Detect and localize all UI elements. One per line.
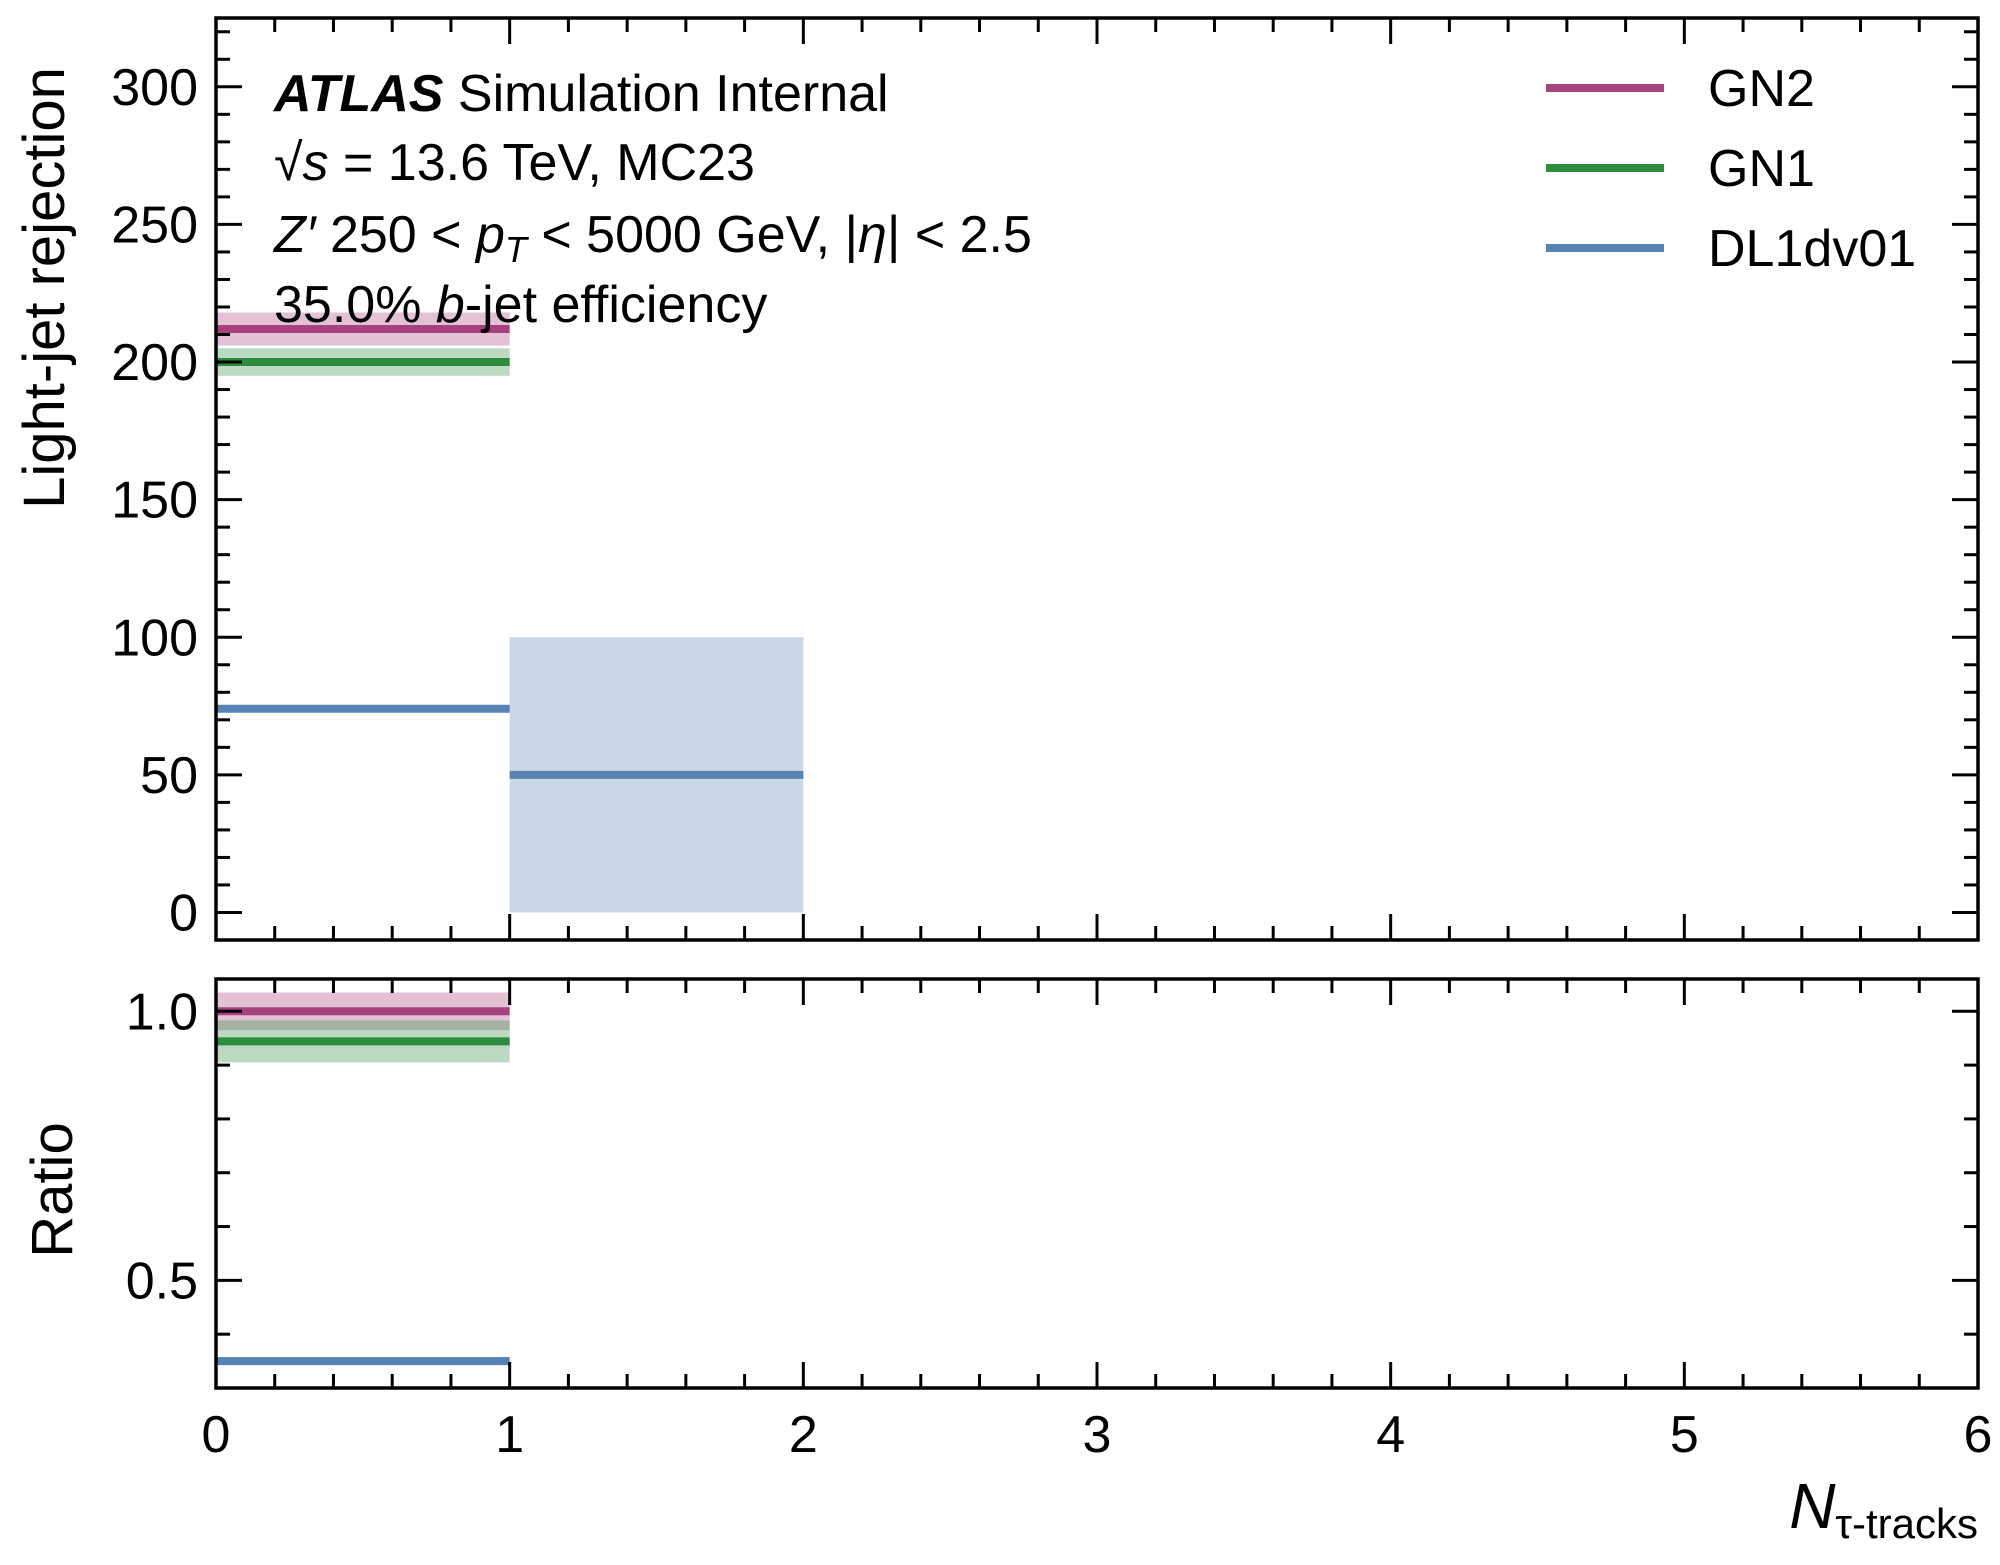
x-tick-label: 6 bbox=[1964, 1406, 1993, 1464]
main-y-tick-label: 50 bbox=[140, 747, 198, 805]
eff-pre: 35.0% bbox=[274, 276, 436, 334]
main-y-tick-label: 0 bbox=[169, 884, 198, 942]
x-tick-label: 2 bbox=[789, 1406, 818, 1464]
x-axis-label-n: N bbox=[1789, 1470, 1836, 1542]
legend: GN2 GN1 DL1dv01 bbox=[1546, 60, 1916, 278]
eff-b: b bbox=[436, 276, 465, 334]
sample-p: p bbox=[474, 206, 505, 264]
sample-mid: 250 < bbox=[316, 206, 476, 264]
atlas-brand: ATLAS bbox=[272, 65, 444, 123]
ratio-y-tick-label: 1.0 bbox=[126, 983, 198, 1041]
energy-s: s bbox=[303, 134, 329, 192]
atlas-label: ATLAS Simulation Internal bbox=[272, 65, 889, 123]
x-tick-label: 0 bbox=[202, 1406, 231, 1464]
main-panel: 0 50 100 150 200 250 300 bbox=[111, 16, 1980, 942]
main-y-tick-label: 100 bbox=[111, 609, 198, 667]
x-tick-label: 5 bbox=[1670, 1406, 1699, 1464]
main-y-axis-label: Light-jet rejection bbox=[12, 67, 77, 509]
ratio-y-tick-label: 0.5 bbox=[126, 1252, 198, 1310]
sqrt-symbol: √ bbox=[274, 134, 303, 192]
energy-label: √s = 13.6 TeV, MC23 bbox=[274, 134, 755, 192]
x-tick-label: 4 bbox=[1376, 1406, 1405, 1464]
legend-gn2-label: GN2 bbox=[1708, 60, 1815, 118]
main-y-tick-label: 150 bbox=[111, 472, 198, 530]
ratio-panel: 0.5 1.0 0 1 2 3 4 5 6 bbox=[126, 977, 1993, 1464]
ratio-y-axis-label: Ratio bbox=[20, 1122, 85, 1257]
x-axis-label: Nτ-tracks bbox=[1789, 1470, 1978, 1547]
efficiency-label: 35.0% b-jet efficiency bbox=[274, 276, 767, 334]
sample-rest: < 5000 GeV, | bbox=[527, 206, 858, 264]
atlas-status: Simulation Internal bbox=[443, 65, 888, 123]
legend-gn1-label: GN1 bbox=[1708, 140, 1815, 198]
x-axis-label-sub: τ-tracks bbox=[1835, 1500, 1978, 1547]
sample-eta: η bbox=[858, 206, 887, 264]
sample-z: Z′ bbox=[272, 206, 318, 264]
legend-dl1dv01-label: DL1dv01 bbox=[1708, 220, 1916, 278]
sample-end: | < 2.5 bbox=[887, 206, 1032, 264]
energy-value: = 13.6 TeV, MC23 bbox=[329, 134, 755, 192]
main-y-tick-label: 250 bbox=[111, 196, 198, 254]
sample-t: T bbox=[505, 229, 530, 270]
ratio-data-group bbox=[216, 992, 510, 1366]
main-y-tick-label: 300 bbox=[111, 59, 198, 117]
sample-label: Z′ 250 < pT < 5000 GeV, |η| < 2.5 bbox=[272, 206, 1032, 270]
x-tick-label: 3 bbox=[1083, 1406, 1112, 1464]
main-y-tick-label: 200 bbox=[111, 334, 198, 392]
x-tick-label: 1 bbox=[495, 1406, 524, 1464]
eff-post: -jet efficiency bbox=[465, 276, 768, 334]
main-data-group bbox=[216, 312, 804, 913]
